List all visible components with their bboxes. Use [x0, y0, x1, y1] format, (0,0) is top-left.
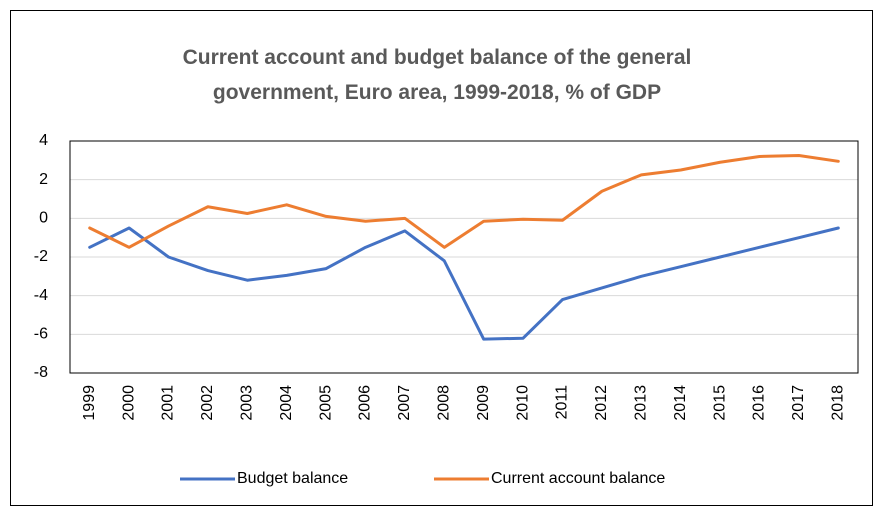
y-tick-label: 2 [39, 171, 48, 188]
x-tick-label: 2013 [633, 385, 650, 421]
legend-label: Budget balance [237, 470, 348, 487]
chart-title: Current account and budget balance of th… [182, 46, 692, 104]
y-tick-label: -2 [34, 248, 48, 265]
y-tick-label: 0 [39, 210, 48, 227]
x-tick-label: 2016 [751, 385, 768, 421]
y-tick-label: -6 [34, 326, 48, 343]
x-tick-label: 2004 [278, 385, 295, 421]
data-line [88, 154, 840, 249]
x-tick-label: 2010 [514, 385, 531, 421]
y-tick-label: -4 [34, 287, 48, 304]
x-tick-label: 2014 [672, 385, 689, 421]
x-tick-label: 2002 [199, 385, 216, 421]
data-line [88, 226, 840, 341]
x-tick-label: 2007 [396, 385, 413, 421]
x-tick-label: 2015 [711, 385, 728, 421]
x-tick-label: 2000 [120, 385, 137, 421]
x-tick-label: 2017 [790, 385, 807, 421]
x-tick-label: 2003 [239, 385, 256, 421]
x-tick-label: 1999 [81, 385, 98, 421]
x-tick-label: 2011 [554, 385, 571, 420]
plot-border [69, 140, 859, 374]
x-tick-label: 2012 [593, 385, 610, 421]
legend-label: Current account balance [491, 470, 665, 487]
x-tick-label: 2018 [830, 385, 847, 421]
y-tick-label: 4 [39, 132, 48, 149]
x-tick-label: 2006 [357, 385, 374, 421]
x-tick-label: 2008 [436, 385, 453, 421]
x-tick-label: 2005 [317, 385, 334, 421]
x-tick-label: 2001 [160, 385, 177, 421]
x-tick-label: 2009 [475, 385, 492, 421]
y-tick-label: -8 [34, 364, 48, 381]
